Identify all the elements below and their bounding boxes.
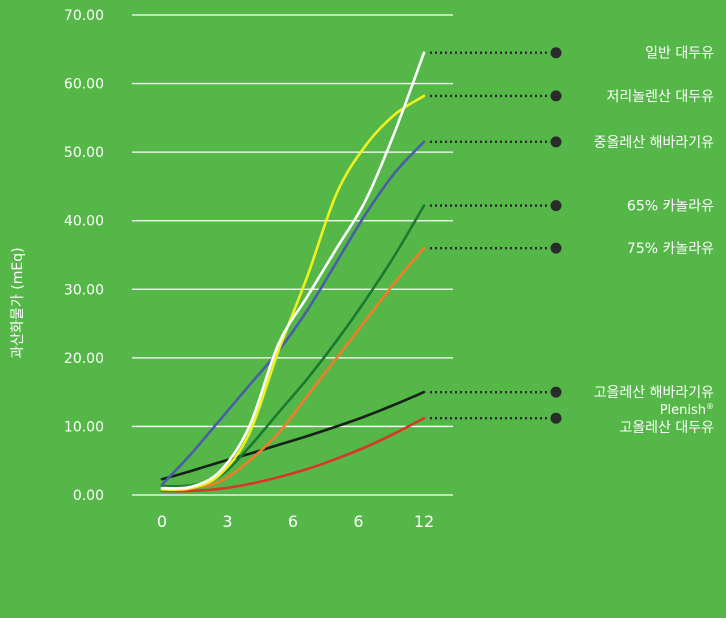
legend-dot: [550, 200, 562, 212]
x-axis-ticks: 0 3 6 6 12: [157, 512, 434, 531]
x-tick-label: 6: [353, 512, 363, 531]
series-line: [160, 140, 426, 486]
legend-dot: [550, 90, 562, 102]
x-tick-label: 6: [288, 512, 298, 531]
series-line: [160, 204, 426, 488]
legend-label: 중올레산 해바라기유: [594, 135, 714, 151]
legend-label: 65% 카놀라유: [627, 199, 714, 215]
legend-dot: [550, 242, 562, 254]
legend-dot: [550, 136, 562, 148]
x-tick-label: 0: [157, 512, 167, 531]
legend-dot: [550, 47, 562, 59]
y-tick-label: 70.00: [64, 8, 104, 24]
y-tick-label: 50.00: [64, 145, 104, 161]
y-tick-label: 60.00: [64, 77, 104, 93]
legend-label: 저리놀렌산 대두유: [607, 89, 715, 105]
x-tick-label: 12: [414, 512, 434, 531]
legend-label: 고올레산 해바라기유: [594, 385, 714, 401]
y-axis-label: 과산화물가 (mEq): [10, 247, 26, 358]
series-line: [160, 246, 426, 490]
legend-dot: [550, 386, 562, 398]
y-tick-label: 30.00: [64, 282, 104, 298]
x-tick-label: 3: [222, 512, 232, 531]
y-tick-label: 10.00: [64, 419, 104, 435]
legend-label: Plenish®: [660, 402, 714, 418]
series-line: [160, 390, 426, 481]
legend-label: 고올레산 대두유: [619, 420, 714, 436]
grid-lines: [132, 14, 453, 496]
legend-label: 일반 대두유: [645, 46, 714, 62]
series-line: [160, 416, 426, 493]
series-line: [160, 94, 426, 491]
y-tick-label: 40.00: [64, 214, 104, 230]
series-line: [160, 51, 426, 490]
legend-label: 75% 카놀라유: [627, 241, 714, 257]
y-axis-ticks: 0.00 10.00 20.00 30.00 40.00 50.00 60.00 70.00: [64, 8, 104, 504]
y-tick-label: 20.00: [64, 351, 104, 367]
series-lines: [160, 51, 426, 493]
y-tick-label: 0.00: [73, 488, 104, 504]
legend-dot: [550, 412, 562, 424]
